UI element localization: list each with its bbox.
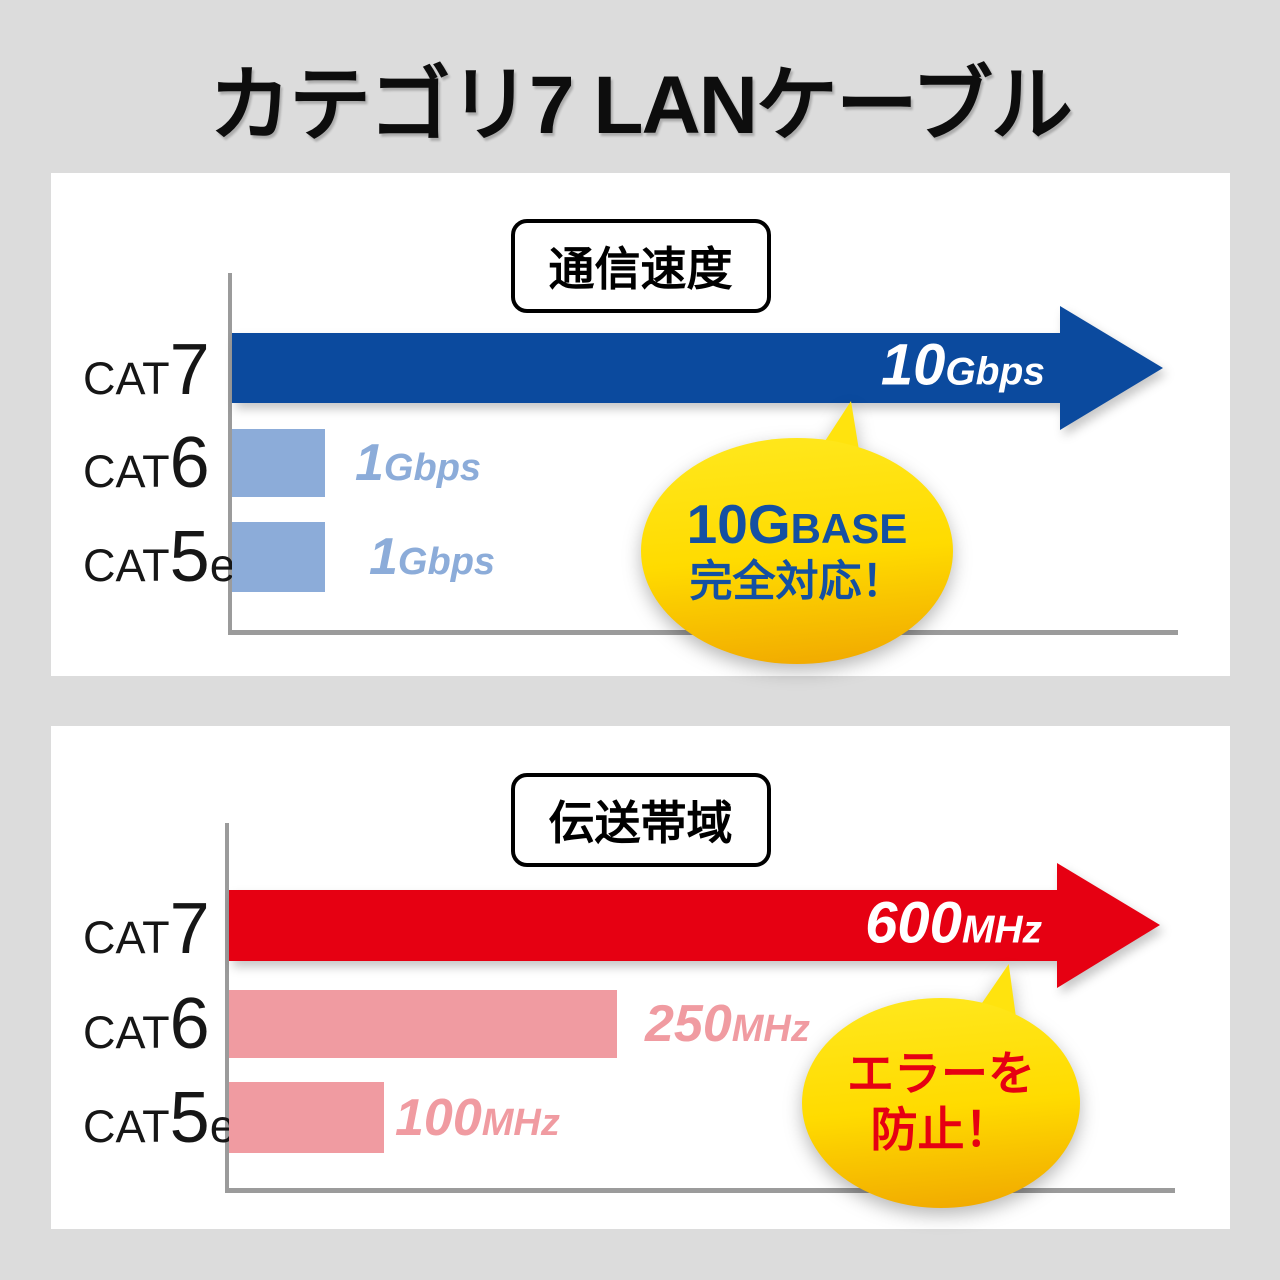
cat-num: 7	[169, 330, 210, 410]
value-unit: MHz	[731, 1008, 810, 1050]
cat-text: CAT	[83, 1007, 170, 1058]
cat-num: 7	[169, 888, 210, 969]
bandwidth-cat7-value: 600MHz	[865, 894, 1042, 952]
speed-cat7-bar-shaft	[232, 333, 1060, 403]
speed-chart-panel: 通信速度 CAT7 10Gbps CAT6 1Gbps CAT5e 1Gbps	[51, 173, 1230, 676]
bandwidth-callout-line2: 防止！	[870, 1102, 1012, 1156]
cat-text: CAT	[83, 1100, 170, 1152]
cat-num: 5	[169, 517, 210, 597]
speed-cat5e-value: 1Gbps	[369, 522, 495, 592]
cat-suffix: e	[209, 539, 236, 591]
bandwidth-cat6-value: 250MHz	[645, 990, 810, 1058]
speed-cat7-arrow-head	[1060, 306, 1163, 430]
bandwidth-callout-bubble: エラーを 防止！	[802, 998, 1080, 1208]
speed-cat7-arrow-bar: 10Gbps	[232, 306, 1163, 430]
cat-num: 6	[169, 423, 210, 503]
value-unit: Gbps	[945, 350, 1045, 394]
bandwidth-cat5e-value: 100MHz	[395, 1082, 560, 1153]
value-unit: Gbps	[397, 541, 496, 583]
value-number: 250	[645, 995, 732, 1053]
bandwidth-cat6-label: CAT6	[83, 988, 210, 1060]
value-number: 600	[865, 890, 962, 956]
bandwidth-chart-title: 伝送帯域	[548, 797, 733, 849]
cat-text: CAT	[83, 446, 170, 497]
speed-y-axis	[228, 273, 232, 633]
speed-callout-line2: 完全対応！	[689, 557, 905, 606]
value-unit: MHz	[961, 908, 1042, 952]
bandwidth-chart-panel: 伝送帯域 CAT7 600MHz CAT6 250MHz CAT5e 100MH…	[51, 726, 1230, 1229]
speed-cat7-value: 10Gbps	[881, 336, 1045, 395]
bandwidth-cat5e-bar	[229, 1082, 385, 1153]
speed-cat6-label: CAT6	[83, 427, 210, 499]
bandwidth-cat7-bar-shaft	[229, 890, 1057, 961]
speed-cat5e-bar	[232, 522, 326, 592]
bandwidth-cat6-bar	[229, 990, 617, 1058]
speed-callout-line1: 10GBASE	[687, 493, 908, 556]
bandwidth-chart-title-box: 伝送帯域	[510, 773, 771, 867]
value-number: 100	[395, 1088, 482, 1147]
value-unit: Gbps	[383, 447, 482, 489]
speed-cat6-bar	[232, 429, 326, 497]
speed-cat5e-label: CAT5e	[83, 521, 236, 593]
bandwidth-cat5e-label: CAT5e	[83, 1082, 235, 1154]
bandwidth-cat7-label: CAT7	[83, 893, 210, 965]
speed-cat6-value: 1Gbps	[355, 429, 481, 497]
bandwidth-cat7-arrow-head	[1057, 863, 1160, 988]
callout-small-text: BASE	[790, 504, 908, 552]
value-number: 10	[880, 332, 946, 398]
bandwidth-x-axis	[225, 1188, 1175, 1193]
bandwidth-y-axis	[225, 823, 229, 1193]
value-number: 1	[355, 434, 384, 492]
speed-cat7-label: CAT7	[83, 334, 210, 406]
value-unit: MHz	[481, 1101, 560, 1144]
cat-num: 6	[169, 984, 210, 1064]
bandwidth-callout-line1: エラーを	[847, 1046, 1035, 1100]
page-title: カテゴリ7 LANケーブル	[209, 60, 1073, 151]
speed-x-axis	[228, 630, 1178, 635]
value-number: 1	[369, 528, 398, 586]
cat-text: CAT	[83, 540, 170, 591]
speed-chart-title: 通信速度	[548, 243, 733, 295]
cat-text: CAT	[83, 353, 170, 404]
cat-num: 5	[169, 1077, 210, 1158]
speed-chart-title-box: 通信速度	[510, 219, 771, 313]
callout-big-text: 10G	[686, 492, 791, 555]
bandwidth-cat7-arrow-bar: 600MHz	[229, 863, 1160, 988]
cat-text: CAT	[83, 911, 170, 963]
